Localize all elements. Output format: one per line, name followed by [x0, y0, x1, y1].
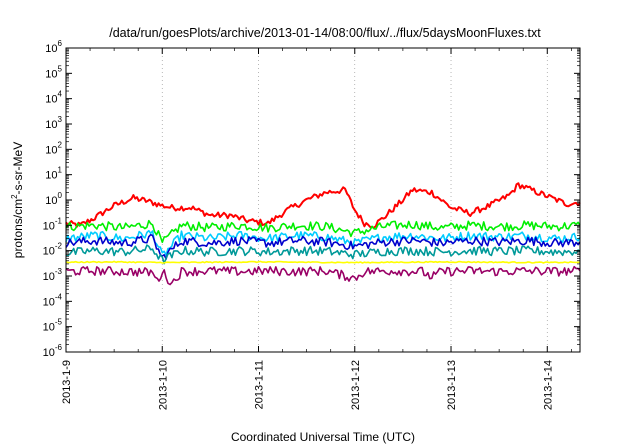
y-axis-label-base: protons/cm	[11, 199, 25, 258]
series-line-1	[65, 219, 581, 244]
y-tick-label-base: 10	[45, 68, 57, 80]
y-tick-label-exp: 5	[58, 64, 63, 73]
y-tick-label-exp: -3	[55, 267, 63, 276]
x-tick-label: 2013-1-13	[446, 360, 458, 410]
y-tick-label-exp: -6	[55, 343, 63, 352]
y-tick-label: 10-6	[43, 343, 63, 359]
y-tick-labels: 10610510410310210110010-110-210-310-410-…	[43, 39, 63, 359]
y-axis-label-rest: -s-sr-MeV	[11, 142, 25, 195]
y-axis-label: protons/cm2-s-sr-MeV	[10, 142, 25, 258]
y-tick-label: 100	[45, 191, 62, 207]
y-tick-label-base: 10	[45, 119, 57, 131]
grid-lines	[161, 48, 548, 352]
y-axis-label-sup: 2	[10, 194, 19, 199]
x-tick-label: 2013-1-9	[61, 360, 73, 404]
series-line-6	[65, 265, 581, 286]
x-tick-labels: 2013-1-9 2013-1-10 2013-1-11 2013-1-12 2013-…	[61, 360, 554, 410]
y-tick-label: 101	[45, 166, 62, 182]
y-tick-label-exp: 1	[58, 166, 63, 175]
x-tick-label: 2013-1-12	[350, 360, 362, 410]
y-tick-label: 104	[45, 90, 62, 106]
series-line-0	[65, 182, 581, 229]
y-tick-label-exp: 2	[58, 140, 63, 149]
y-tick-label: 10-2	[43, 242, 63, 258]
y-tick-label-base: 10	[43, 296, 55, 308]
y-tick-label: 102	[45, 140, 62, 156]
y-tick-label: 10-3	[43, 267, 63, 283]
y-tick-label-base: 10	[45, 170, 57, 182]
series-line-3	[65, 233, 581, 260]
y-tick-label-exp: -4	[55, 292, 63, 301]
y-tick-label-exp: -5	[55, 318, 63, 327]
y-tick-label: 10-1	[43, 216, 63, 232]
axis-ticks	[65, 47, 580, 353]
y-tick-label-base: 10	[43, 322, 55, 334]
y-tick-label: 103	[45, 115, 62, 131]
y-tick-label-exp: 6	[58, 39, 63, 48]
y-tick-label-exp: -2	[55, 242, 63, 251]
x-tick-label: 2013-1-10	[157, 360, 169, 410]
series-line-5	[65, 260, 581, 264]
y-tick-label: 105	[45, 64, 62, 80]
x-axis-label: Coordinated Universal Time (UTC)	[231, 430, 415, 444]
y-tick-label-base: 10	[43, 271, 55, 283]
y-tick-label-exp: 0	[58, 191, 63, 200]
x-tick-label: 2013-1-14	[542, 360, 554, 410]
y-tick-label-base: 10	[45, 144, 57, 156]
y-tick-label-base: 10	[45, 43, 57, 55]
y-tick-label: 10-5	[43, 318, 63, 334]
y-tick-label: 106	[45, 39, 62, 55]
y-tick-label-base: 10	[43, 246, 55, 258]
y-tick-label-base: 10	[45, 195, 57, 207]
y-tick-label: 10-4	[43, 292, 63, 308]
data-series	[65, 182, 581, 286]
y-tick-label-base: 10	[43, 220, 55, 232]
y-tick-label-exp: 4	[58, 90, 63, 99]
y-tick-label-exp: 3	[58, 115, 63, 124]
series-line-4	[66, 244, 581, 265]
chart-title: /data/run/goesPlots/archive/2013-01-14/0…	[109, 26, 541, 40]
y-tick-label-base: 10	[43, 347, 55, 359]
y-tick-label-exp: -1	[55, 216, 63, 225]
y-tick-label-base: 10	[45, 94, 57, 106]
x-tick-label: 2013-1-11	[254, 360, 266, 409]
